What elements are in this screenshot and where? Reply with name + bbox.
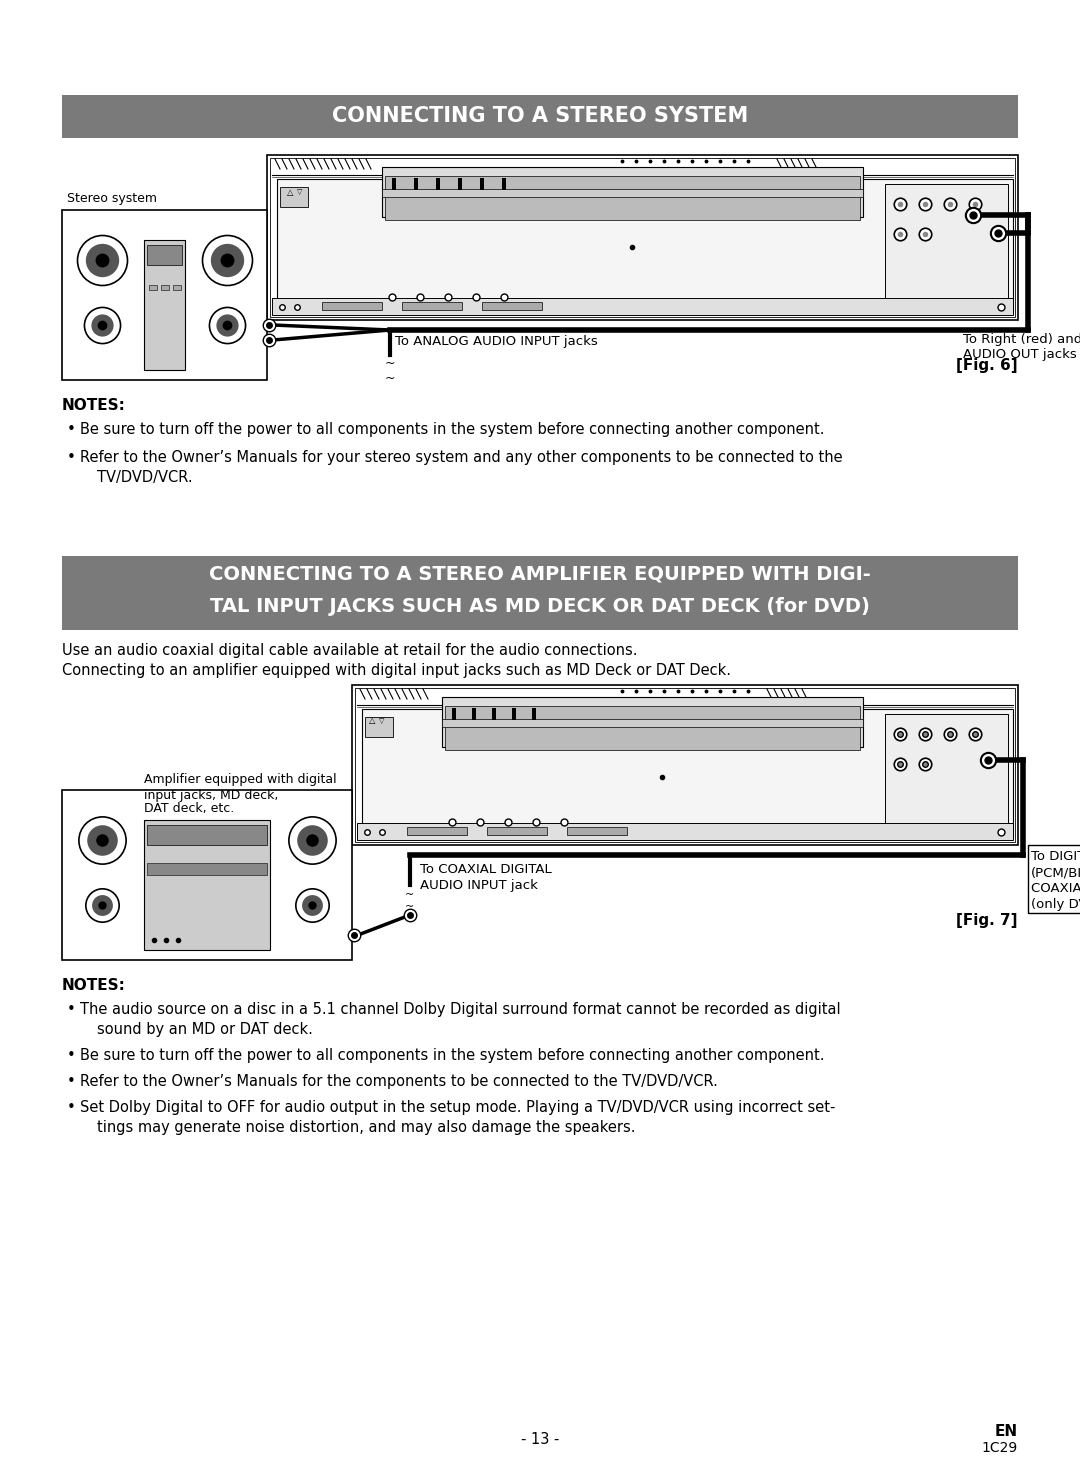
- Bar: [487, 827, 546, 835]
- Bar: [480, 179, 484, 191]
- Text: - 13 -: - 13 -: [521, 1433, 559, 1447]
- Text: CONNECTING TO A STEREO SYSTEM: CONNECTING TO A STEREO SYSTEM: [332, 106, 748, 127]
- Bar: [161, 285, 168, 289]
- Text: Refer to the Owner’s Manuals for the components to be connected to the TV/DVD/VC: Refer to the Owner’s Manuals for the com…: [80, 1074, 718, 1089]
- Text: ~
~: ~ ~: [405, 891, 415, 911]
- Bar: [280, 188, 308, 207]
- Bar: [532, 707, 536, 719]
- Text: DAT deck, etc.: DAT deck, etc.: [144, 802, 234, 815]
- Text: Amplifier equipped with digital: Amplifier equipped with digital: [144, 772, 337, 786]
- Text: COAXIAL jack: COAXIAL jack: [1031, 882, 1080, 895]
- Text: TV/DVD/VCR.: TV/DVD/VCR.: [97, 470, 192, 484]
- Bar: [62, 210, 267, 380]
- Bar: [453, 707, 456, 719]
- Bar: [352, 685, 1018, 845]
- Bar: [355, 688, 1015, 842]
- Text: •: •: [67, 450, 76, 465]
- Bar: [322, 301, 382, 310]
- Text: AUDIO INPUT jack: AUDIO INPUT jack: [420, 879, 538, 892]
- Bar: [62, 95, 1018, 137]
- Text: Connecting to an amplifier equipped with digital input jacks such as MD Deck or : Connecting to an amplifier equipped with…: [62, 663, 731, 678]
- Text: To Right (red) and Left (white): To Right (red) and Left (white): [963, 332, 1080, 346]
- Text: NOTES:: NOTES:: [62, 397, 126, 414]
- Text: Set Dolby Digital to OFF for audio output in the setup mode. Playing a TV/DVD/VC: Set Dolby Digital to OFF for audio outpu…: [80, 1100, 835, 1115]
- Bar: [272, 298, 1013, 315]
- Text: •: •: [67, 1001, 76, 1018]
- Bar: [384, 176, 860, 220]
- Text: ▽: ▽: [379, 718, 384, 724]
- Bar: [442, 719, 863, 727]
- Text: To DIGITAL AUDIO OUT: To DIGITAL AUDIO OUT: [1031, 849, 1080, 863]
- Text: Stereo system: Stereo system: [67, 192, 157, 205]
- Text: NOTES:: NOTES:: [62, 978, 126, 993]
- Bar: [392, 179, 396, 191]
- Text: •: •: [67, 422, 76, 437]
- Bar: [357, 823, 1013, 840]
- Text: The audio source on a disc in a 5.1 channel Dolby Digital surround format cannot: The audio source on a disc in a 5.1 chan…: [80, 1001, 840, 1018]
- Text: △: △: [287, 188, 294, 196]
- Bar: [492, 707, 496, 719]
- Bar: [382, 167, 863, 217]
- Bar: [402, 301, 462, 310]
- Bar: [382, 189, 863, 196]
- Bar: [365, 716, 393, 737]
- Text: CONNECTING TO A STEREO AMPLIFIER EQUIPPED WITH DIGI-: CONNECTING TO A STEREO AMPLIFIER EQUIPPE…: [210, 564, 870, 583]
- Bar: [445, 706, 860, 750]
- Bar: [267, 155, 1018, 321]
- Bar: [472, 707, 476, 719]
- Text: TAL INPUT JACKS SUCH AS MD DECK OR DAT DECK (for DVD): TAL INPUT JACKS SUCH AS MD DECK OR DAT D…: [211, 598, 869, 616]
- Bar: [149, 285, 157, 289]
- Bar: [147, 245, 183, 264]
- Text: ~
~: ~ ~: [384, 357, 395, 385]
- Bar: [1028, 845, 1080, 913]
- Text: Use an audio coaxial digital cable available at retail for the audio connections: Use an audio coaxial digital cable avail…: [62, 642, 637, 657]
- Bar: [144, 820, 270, 950]
- Bar: [414, 179, 418, 191]
- Text: input jacks, MD deck,: input jacks, MD deck,: [144, 789, 279, 802]
- Bar: [270, 158, 1015, 318]
- Text: •: •: [67, 1100, 76, 1115]
- Bar: [512, 707, 516, 719]
- Text: Be sure to turn off the power to all components in the system before connecting : Be sure to turn off the power to all com…: [80, 1049, 824, 1063]
- Bar: [62, 555, 1018, 631]
- Text: Be sure to turn off the power to all components in the system before connecting : Be sure to turn off the power to all com…: [80, 422, 824, 437]
- Text: 1C29: 1C29: [982, 1442, 1018, 1455]
- Text: (only DVD AUDIO OUT): (only DVD AUDIO OUT): [1031, 898, 1080, 911]
- Bar: [407, 827, 467, 835]
- Text: ▽: ▽: [297, 189, 302, 195]
- Text: [Fig. 7]: [Fig. 7]: [957, 913, 1018, 928]
- Bar: [482, 301, 542, 310]
- Bar: [567, 827, 627, 835]
- Text: tings may generate noise distortion, and may also damage the speakers.: tings may generate noise distortion, and…: [97, 1120, 635, 1134]
- Text: AUDIO OUT jacks: AUDIO OUT jacks: [963, 349, 1077, 360]
- Bar: [436, 179, 440, 191]
- Bar: [62, 790, 352, 960]
- Bar: [442, 697, 863, 747]
- Bar: [362, 709, 1013, 837]
- Bar: [276, 179, 1013, 312]
- Bar: [144, 239, 185, 371]
- Bar: [502, 179, 507, 191]
- Text: To ANALOG AUDIO INPUT jacks: To ANALOG AUDIO INPUT jacks: [395, 335, 597, 349]
- Text: EN: EN: [995, 1424, 1018, 1440]
- Bar: [147, 863, 267, 874]
- Text: Refer to the Owner’s Manuals for your stereo system and any other components to : Refer to the Owner’s Manuals for your st…: [80, 450, 842, 465]
- Text: [Fig. 6]: [Fig. 6]: [957, 357, 1018, 374]
- Bar: [173, 285, 181, 289]
- Text: △: △: [368, 716, 375, 725]
- Text: To COAXIAL DIGITAL: To COAXIAL DIGITAL: [420, 863, 552, 876]
- Text: sound by an MD or DAT deck.: sound by an MD or DAT deck.: [97, 1022, 313, 1037]
- Text: •: •: [67, 1074, 76, 1089]
- Bar: [147, 826, 267, 845]
- Bar: [458, 179, 462, 191]
- Bar: [885, 185, 1008, 307]
- Text: (PCM/BITSTREAM): (PCM/BITSTREAM): [1031, 866, 1080, 879]
- Text: •: •: [67, 1049, 76, 1063]
- Bar: [885, 713, 1008, 832]
